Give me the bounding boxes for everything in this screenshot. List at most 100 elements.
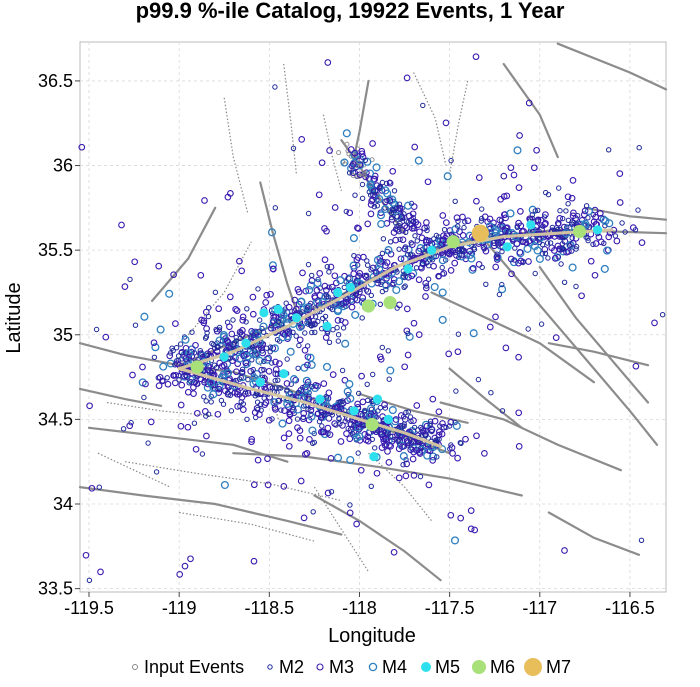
event-marker	[280, 434, 288, 442]
event-marker	[378, 431, 385, 439]
event-marker	[502, 344, 510, 352]
event-m5	[369, 452, 379, 462]
event-marker	[286, 410, 294, 418]
legend-marker-m3	[316, 663, 324, 671]
event-m5	[322, 321, 332, 331]
event-marker	[472, 53, 480, 61]
event-marker	[356, 174, 362, 180]
event-marker	[215, 381, 224, 390]
event-marker	[503, 192, 511, 200]
x-tick-label: -119.5	[64, 598, 114, 618]
event-marker	[435, 408, 443, 416]
event-marker	[423, 219, 430, 226]
event-marker	[405, 330, 411, 337]
event-marker	[145, 440, 151, 446]
event-marker	[347, 421, 355, 428]
y-axis-label: Latitude	[3, 282, 25, 353]
event-marker	[324, 59, 332, 66]
event-marker	[336, 150, 342, 156]
event-marker	[439, 212, 447, 219]
event-marker	[539, 241, 546, 248]
event-marker	[453, 388, 459, 394]
event-marker	[260, 329, 267, 335]
event-marker	[466, 250, 475, 259]
event-marker	[385, 348, 391, 354]
fault-line	[232, 452, 523, 497]
event-marker	[346, 509, 354, 517]
event-marker	[513, 240, 521, 248]
event-marker	[97, 568, 104, 576]
event-m5	[241, 338, 251, 348]
event-marker	[366, 181, 375, 190]
event-marker	[564, 193, 572, 201]
event-marker	[166, 352, 174, 360]
event-marker	[239, 406, 247, 413]
event-marker	[303, 303, 312, 312]
event-marker	[587, 257, 595, 265]
event-marker	[446, 247, 454, 255]
event-marker	[532, 208, 538, 214]
event-marker	[258, 366, 265, 374]
event-marker	[507, 255, 515, 263]
event-marker	[410, 472, 418, 479]
event-marker	[469, 329, 478, 338]
event-marker	[500, 193, 508, 200]
event-marker	[410, 224, 418, 232]
event-marker	[525, 99, 533, 107]
event-marker	[435, 272, 442, 280]
event-marker	[204, 353, 210, 359]
event-marker	[335, 338, 341, 344]
event-marker	[457, 514, 465, 522]
event-marker	[212, 289, 219, 295]
event-marker	[337, 438, 345, 445]
event-m7	[471, 224, 489, 242]
event-marker	[549, 224, 556, 231]
event-marker	[232, 305, 239, 313]
event-marker	[493, 253, 501, 261]
event-marker	[339, 367, 346, 374]
event-marker	[239, 366, 246, 372]
event-marker	[310, 440, 316, 446]
event-marker	[326, 147, 333, 154]
event-marker	[387, 239, 394, 245]
event-marker	[198, 316, 205, 324]
event-marker	[343, 387, 352, 396]
event-marker	[261, 358, 267, 365]
event-marker	[350, 270, 358, 278]
event-marker	[188, 348, 195, 356]
event-marker	[396, 204, 404, 212]
event-marker	[296, 434, 304, 442]
event-marker	[597, 238, 605, 246]
event-marker	[278, 322, 285, 328]
event-marker	[334, 325, 340, 331]
event-marker	[177, 401, 185, 409]
event-marker	[506, 209, 515, 218]
event-marker	[156, 373, 164, 381]
event-marker	[471, 526, 479, 534]
event-marker	[383, 286, 389, 293]
event-marker	[449, 450, 456, 457]
event-marker	[483, 281, 489, 287]
x-axis-label: Longitude	[328, 625, 416, 647]
event-marker	[344, 141, 350, 147]
event-marker	[349, 160, 357, 168]
event-marker	[182, 355, 190, 362]
event-marker	[377, 258, 385, 265]
y-tick-label: 35	[53, 325, 73, 345]
event-marker	[245, 376, 251, 383]
event-marker	[281, 407, 288, 414]
event-marker	[248, 438, 255, 446]
event-marker	[294, 286, 302, 293]
event-marker	[290, 404, 296, 411]
event-marker	[141, 394, 147, 401]
event-marker	[438, 430, 446, 438]
event-marker	[585, 215, 591, 221]
event-marker	[323, 412, 329, 418]
event-marker	[426, 447, 434, 455]
event-marker	[209, 390, 218, 399]
event-marker	[366, 189, 372, 195]
event-marker	[377, 430, 383, 436]
event-marker	[359, 398, 367, 406]
event-marker	[283, 300, 289, 306]
event-marker	[177, 341, 184, 347]
